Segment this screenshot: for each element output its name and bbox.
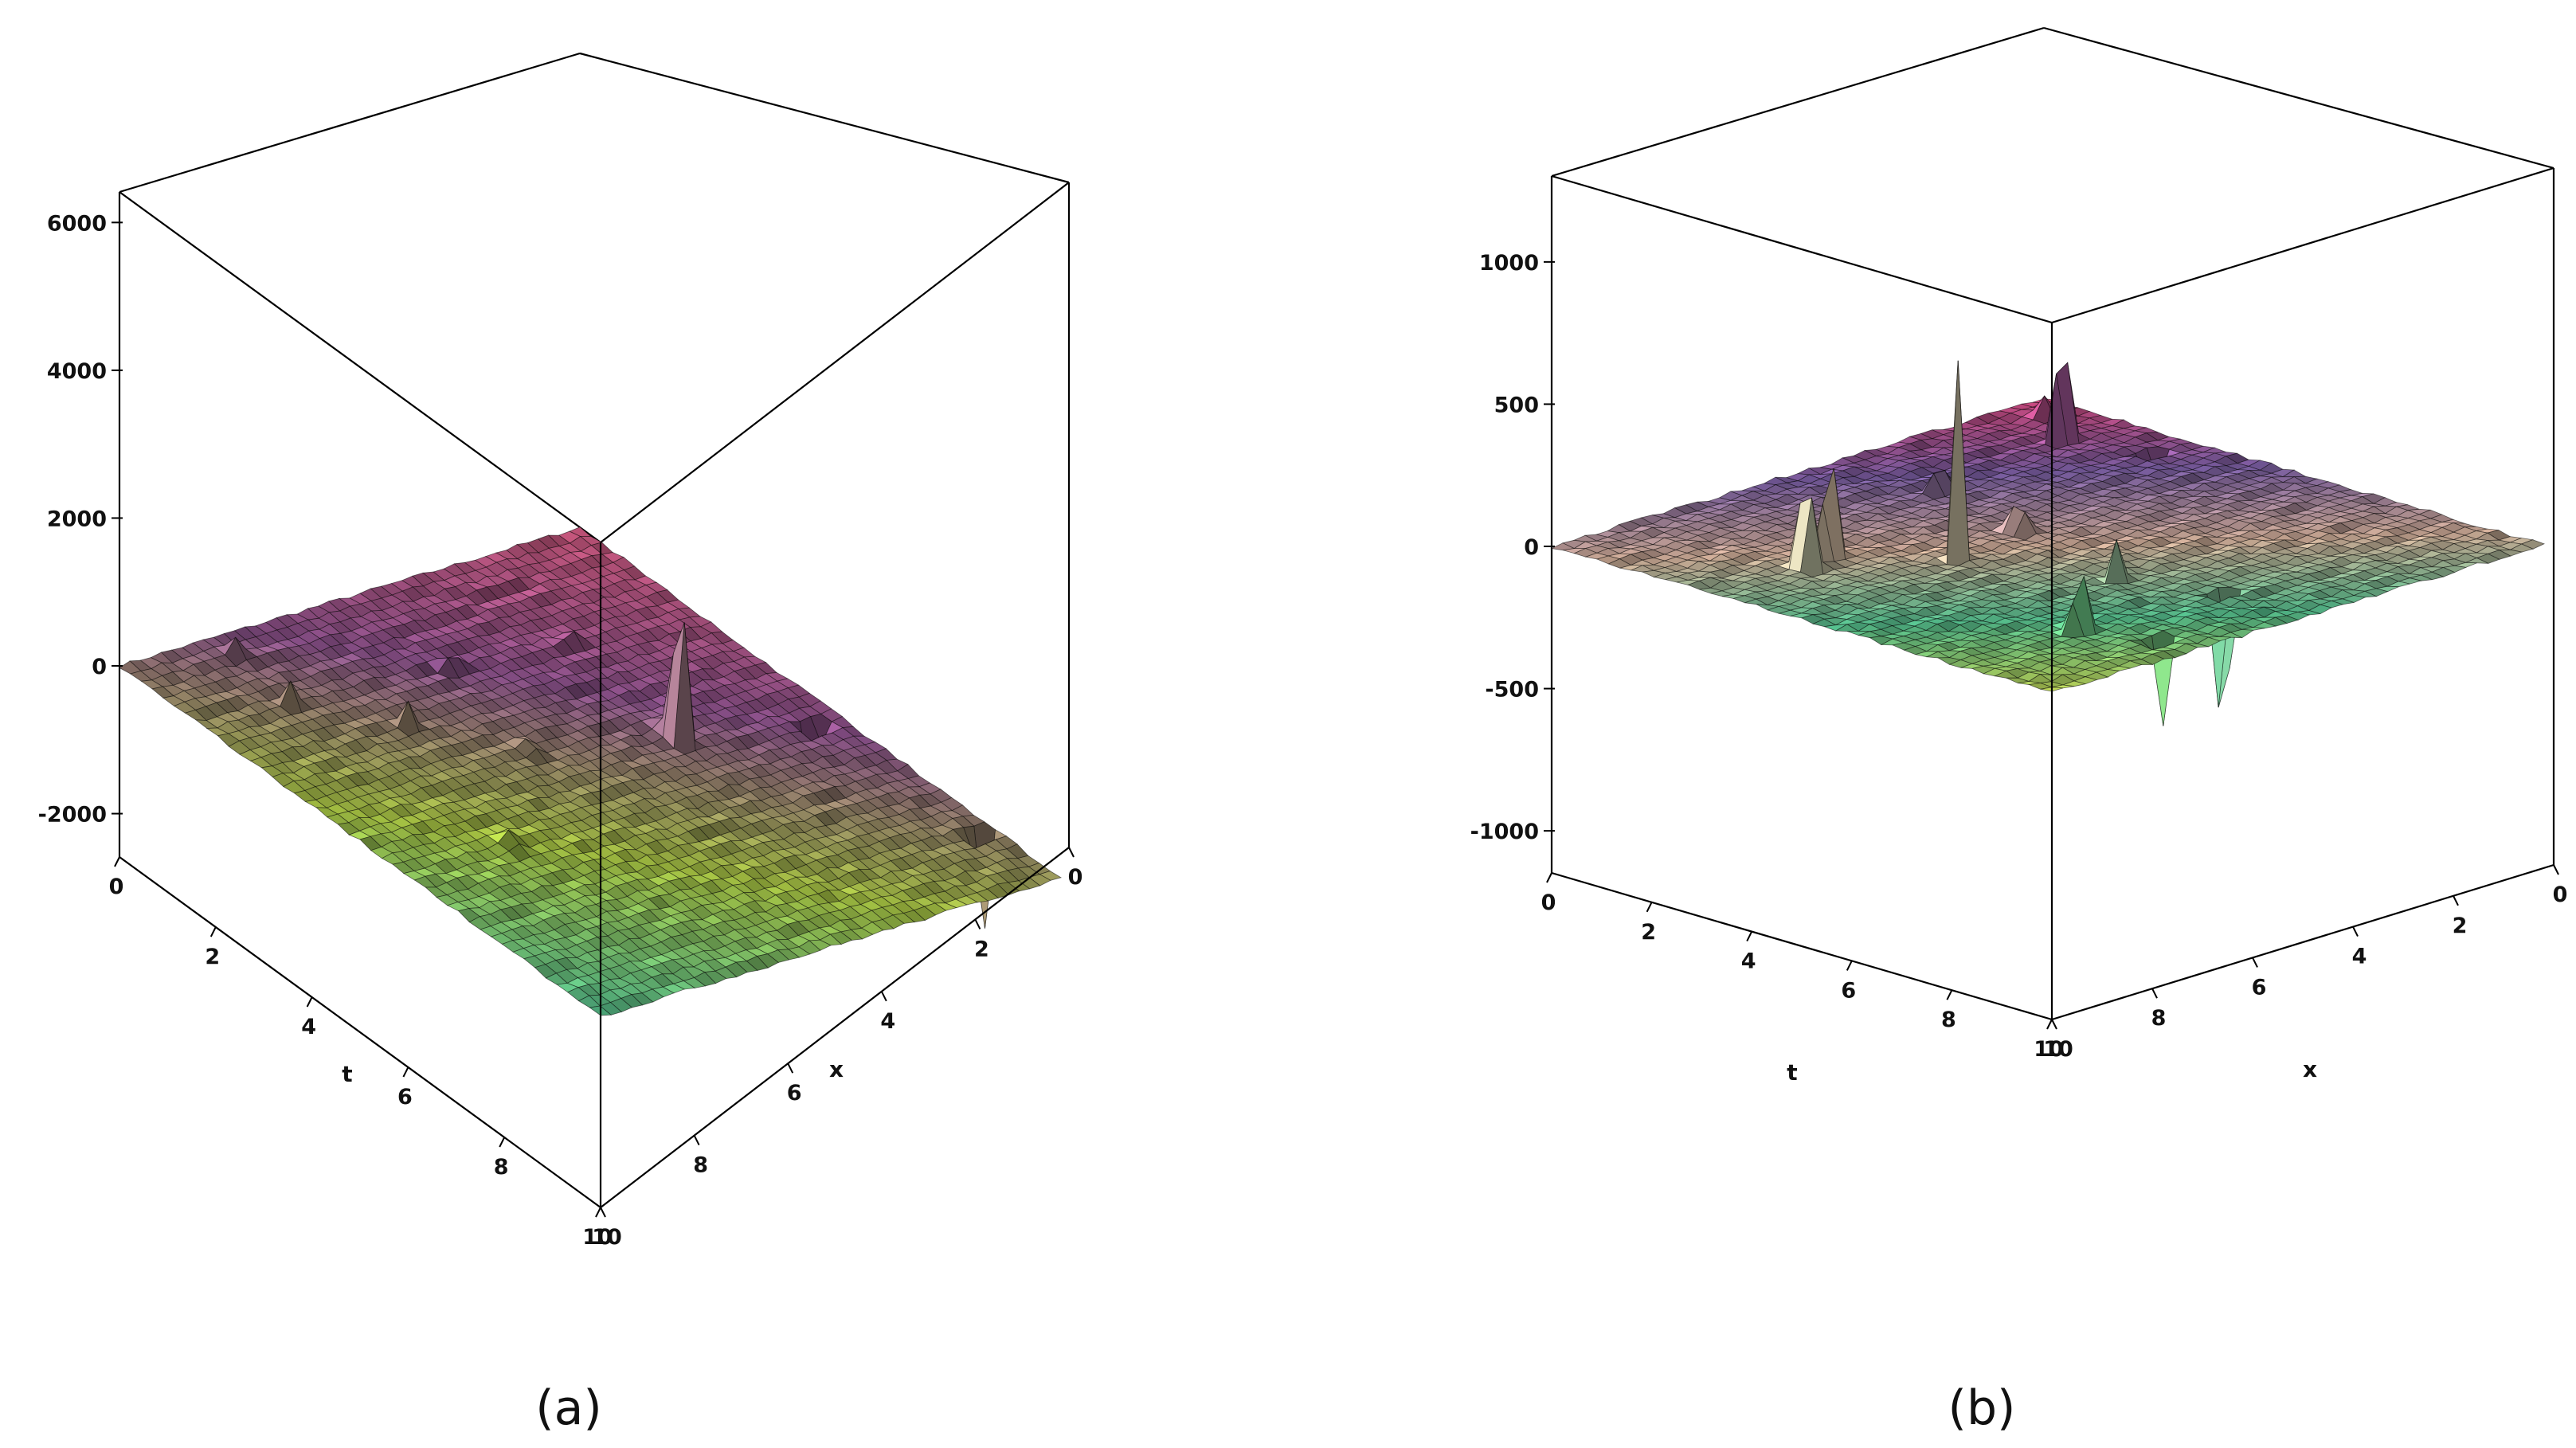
t-tick-mark	[499, 1137, 506, 1148]
z-axis: 1000 500 0 -500 -1000	[1470, 251, 1555, 844]
t-axis: 0 2 4 6 8 10 t	[109, 856, 613, 1250]
box-edge	[119, 856, 601, 1208]
t-tick-mark	[402, 1066, 409, 1078]
z-tick-label: 0	[92, 655, 107, 679]
panel-b-label: (b)	[1948, 1380, 2016, 1436]
z-axis: 6000 4000 2000 0 -2000	[38, 211, 123, 828]
t-axis: 0 2 4 6 8 10 t	[1541, 872, 2064, 1086]
box-edge	[2043, 26, 2554, 170]
z-tick-label: 6000	[47, 211, 107, 236]
bounding-box-front	[1551, 323, 2554, 1021]
t-axis-title: t	[342, 1061, 352, 1087]
t-tick-mark	[595, 1207, 601, 1218]
t-tick-mark	[1846, 960, 1853, 971]
x-tick-label: 4	[880, 1009, 895, 1034]
panel-a-label: (a)	[535, 1380, 602, 1436]
panel-a-surface-plot: 6000 4000 2000 0 -2000 0 2 4 6 8 10 t 0 2 4 6 8 10 x	[38, 52, 1082, 1250]
t-tick-mark	[306, 996, 313, 1008]
x-axis-title: x	[829, 1056, 844, 1082]
box-edge	[1551, 871, 2053, 1021]
bounding-box-front	[119, 542, 1070, 1208]
bounding-box-back	[118, 52, 1071, 857]
z-tick-label: -500	[1485, 678, 1539, 702]
x-tick-label: 2	[2453, 914, 2468, 938]
x-axis: 0 2 4 6 8 10 x	[592, 847, 1082, 1250]
box-edge	[600, 182, 1070, 543]
t-tick-mark	[209, 926, 217, 937]
x-tick-mark	[1068, 847, 1075, 858]
x-tick-mark	[974, 918, 981, 929]
t-tick-mark	[1646, 902, 1653, 913]
x-tick-mark	[693, 1135, 700, 1146]
surface-mesh	[119, 526, 1063, 1016]
box-edge	[2051, 863, 2554, 1021]
t-tick-label: 6	[397, 1085, 413, 1109]
t-tick-mark	[1946, 989, 1953, 1000]
x-tick-mark	[787, 1063, 794, 1074]
x-tick-mark	[2352, 926, 2359, 937]
t-tick-label: 4	[301, 1015, 316, 1039]
z-tick-label: 0	[1524, 535, 1539, 560]
z-tick-label: 4000	[47, 359, 107, 384]
x-tick-mark	[2151, 988, 2158, 999]
x-tick-label: 6	[787, 1081, 802, 1106]
surface-mesh	[1550, 360, 2546, 726]
t-tick-label: 8	[1941, 1008, 1956, 1032]
z-tick-label: 500	[1494, 393, 1539, 417]
t-tick-mark	[114, 856, 120, 867]
x-tick-mark	[2553, 864, 2559, 875]
box-edge	[579, 52, 1070, 184]
t-tick-label: 4	[1741, 949, 1756, 974]
t-tick-label: 8	[494, 1155, 509, 1180]
t-tick-label: 6	[1841, 978, 1856, 1003]
t-tick-label: 10	[582, 1225, 613, 1250]
x-tick-label: 10	[592, 1225, 622, 1250]
z-tick-label: 1000	[1479, 251, 1539, 276]
t-tick-mark	[1746, 931, 1753, 942]
z-tick-label: 2000	[47, 507, 107, 531]
t-tick-label: 2	[1641, 920, 1656, 945]
panel-b-surface-plot: 1000 500 0 -500 -1000 0 2 4 6 8 10 t 0 2 4 6 8 10 x	[1470, 26, 2568, 1086]
t-tick-label: 10	[2034, 1037, 2064, 1062]
box-edge	[1551, 174, 2053, 324]
x-tick-label: 0	[2553, 882, 2568, 907]
x-tick-label: 6	[2252, 975, 2267, 1000]
x-tick-mark	[2453, 895, 2459, 906]
x-axis: 0 2 4 6 8 10 x	[2043, 864, 2568, 1082]
t-tick-mark	[1546, 872, 1552, 883]
box-edge	[600, 847, 1070, 1208]
x-tick-mark	[2051, 1019, 2057, 1030]
t-tick-mark	[2046, 1019, 2053, 1030]
x-tick-label: 4	[2352, 945, 2367, 969]
t-tick-label: 2	[205, 945, 220, 969]
x-axis-title: x	[2303, 1056, 2317, 1082]
box-edge	[119, 191, 601, 543]
x-tick-mark	[880, 991, 887, 1002]
t-axis-title: t	[1787, 1059, 1797, 1086]
x-tick-label: 2	[974, 937, 989, 961]
box-edge	[1551, 26, 2045, 178]
x-tick-mark	[600, 1207, 606, 1218]
x-tick-mark	[2252, 957, 2258, 968]
box-edge	[2051, 166, 2554, 324]
x-tick-label: 8	[2151, 1006, 2167, 1031]
bounding-box-back	[1550, 26, 2555, 873]
x-tick-label: 0	[1068, 865, 1083, 890]
x-tick-label: 10	[2043, 1037, 2073, 1062]
z-tick-label: -2000	[38, 803, 107, 828]
box-edge	[119, 52, 581, 194]
z-tick-label: -1000	[1470, 820, 1539, 844]
x-tick-label: 8	[693, 1153, 708, 1178]
t-tick-label: 0	[1541, 890, 1556, 915]
t-tick-label: 0	[109, 875, 124, 899]
